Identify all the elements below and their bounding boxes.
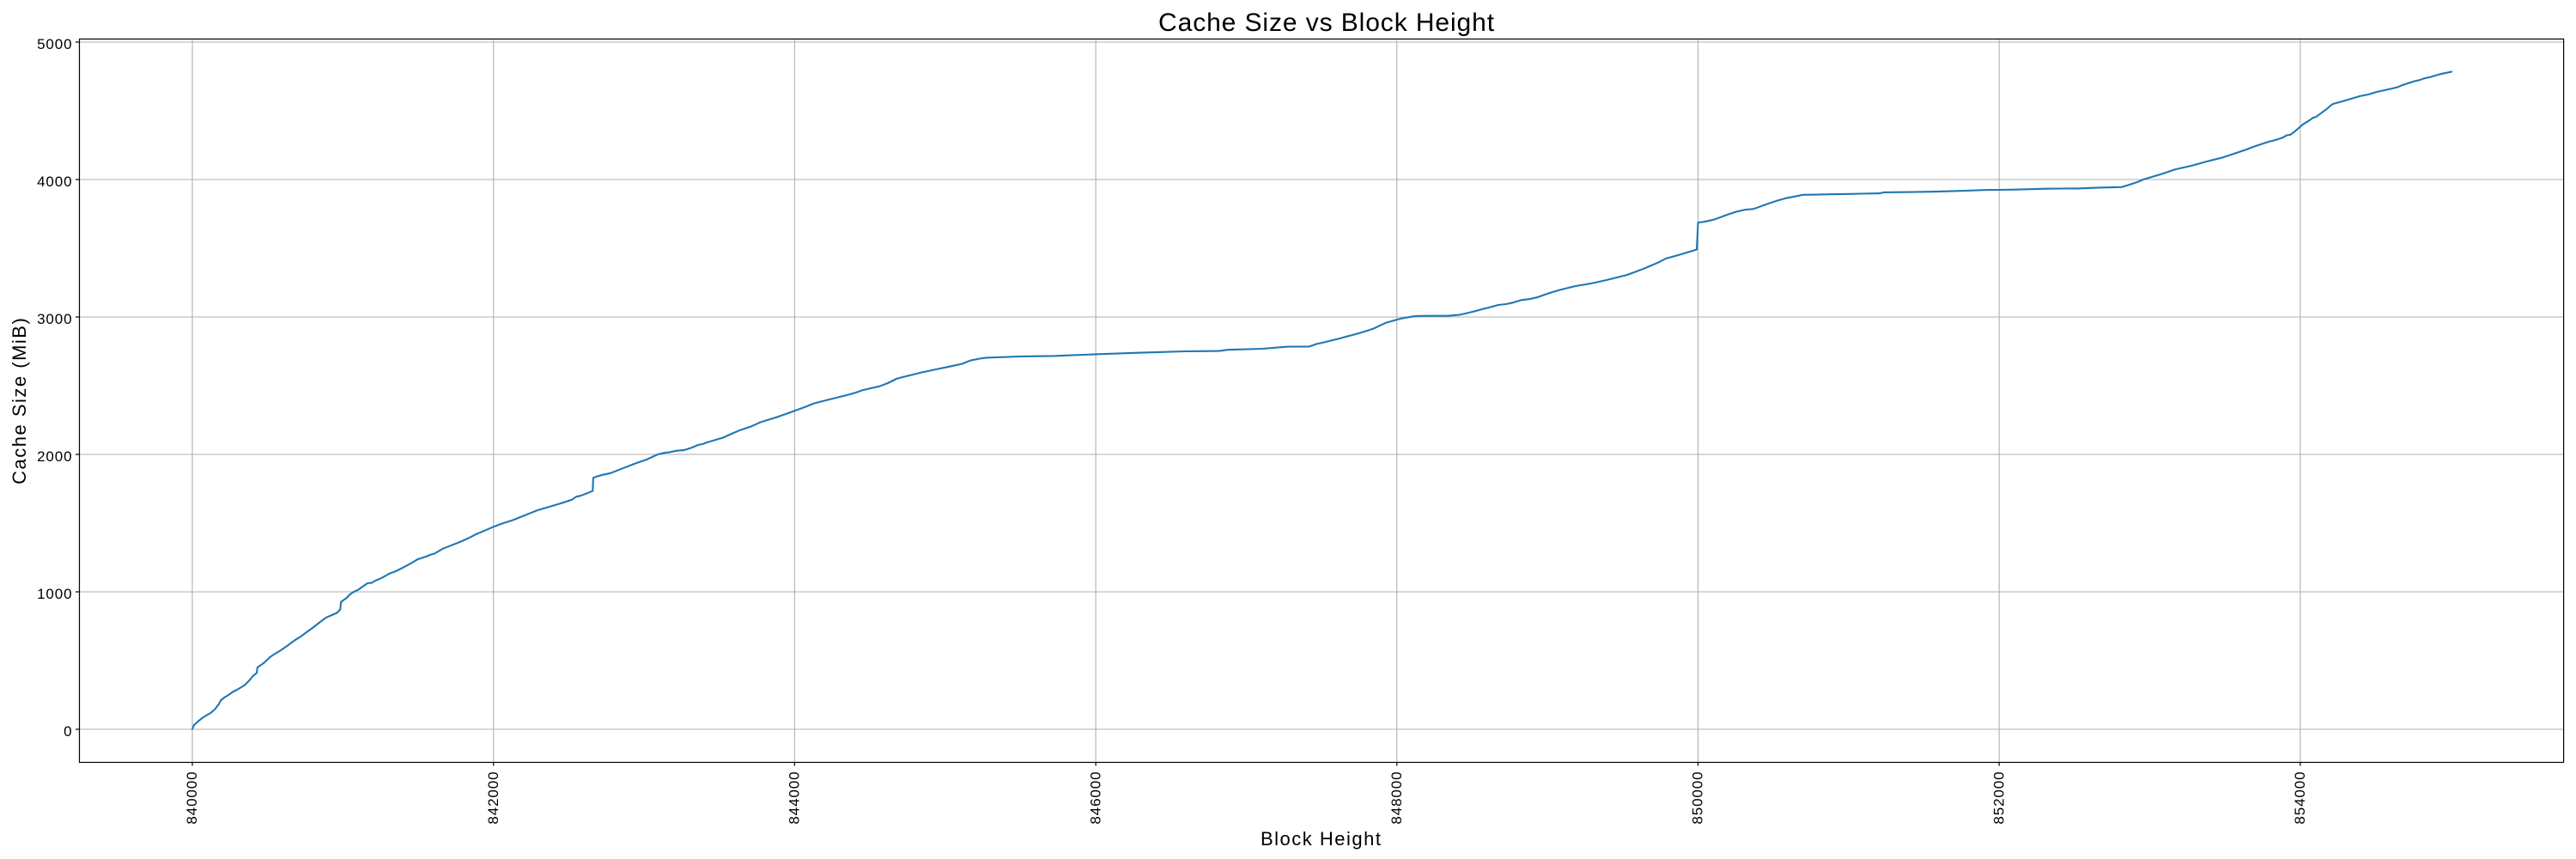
svg-text:Cache Size (MiB): Cache Size (MiB) (9, 317, 30, 484)
svg-text:Cache Size vs Block Height: Cache Size vs Block Height (1158, 9, 1495, 37)
svg-text:1000: 1000 (37, 586, 72, 602)
svg-text:852000: 852000 (1990, 771, 2007, 825)
svg-text:0: 0 (64, 723, 72, 740)
svg-text:846000: 846000 (1087, 771, 1103, 825)
svg-text:4000: 4000 (37, 174, 72, 190)
svg-text:840000: 840000 (184, 771, 200, 825)
svg-text:842000: 842000 (485, 771, 501, 825)
svg-text:2000: 2000 (37, 448, 72, 465)
svg-text:3000: 3000 (37, 311, 72, 327)
svg-text:848000: 848000 (1388, 771, 1405, 825)
svg-text:844000: 844000 (787, 771, 803, 825)
svg-text:5000: 5000 (37, 36, 72, 52)
svg-text:850000: 850000 (1690, 771, 1706, 825)
svg-text:Block Height: Block Height (1261, 828, 1382, 850)
svg-text:854000: 854000 (2292, 771, 2308, 825)
